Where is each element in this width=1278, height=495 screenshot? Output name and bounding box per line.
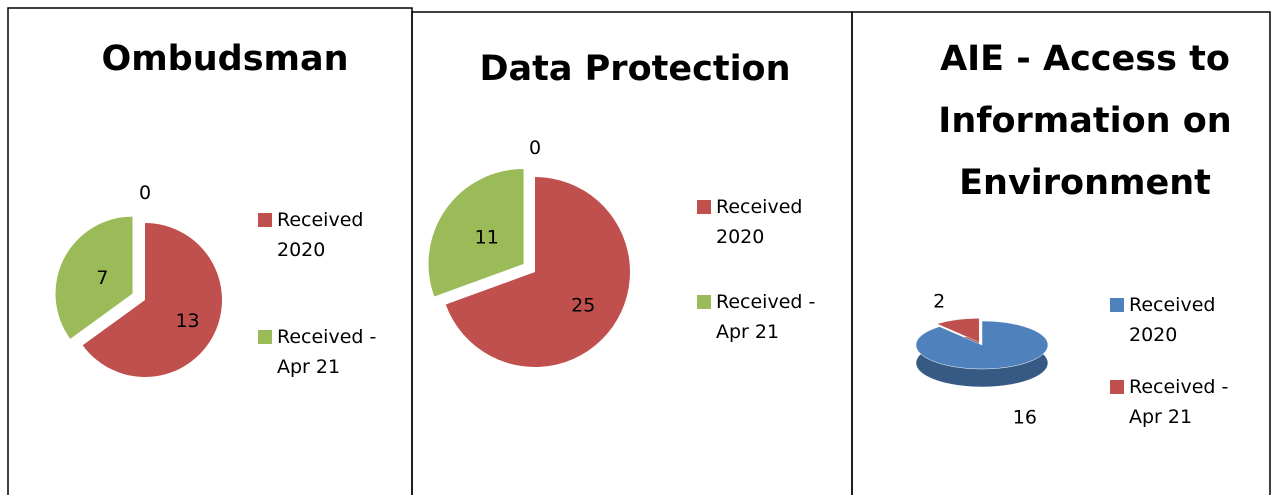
- legend-label: Received 2020: [1129, 294, 1216, 346]
- slice: [936, 318, 980, 343]
- legend-label: Received - Apr 21: [1129, 376, 1229, 428]
- data-label: 2: [933, 291, 945, 313]
- legend-label: Received - Apr 21: [277, 326, 377, 378]
- legend-swatch: [697, 295, 711, 309]
- data-label: 25: [571, 294, 595, 316]
- legend-swatch: [258, 213, 272, 227]
- slice: [428, 168, 524, 297]
- data-label: 0: [529, 137, 541, 159]
- slice: [82, 223, 222, 378]
- chart-title: Ombudsman: [101, 39, 349, 79]
- chart-title: Data Protection: [479, 49, 791, 89]
- legend-label: Received 2020: [277, 209, 364, 261]
- slice: [445, 177, 630, 368]
- data-label: 7: [96, 267, 108, 289]
- data-label: 11: [475, 227, 499, 249]
- legend-swatch: [1110, 298, 1124, 312]
- panel: [851, 11, 1271, 495]
- slice: [55, 216, 133, 339]
- slice: [915, 320, 1049, 370]
- data-label: 0: [139, 182, 151, 204]
- data-label: 16: [1013, 406, 1037, 428]
- data-label: 13: [175, 310, 199, 332]
- legend-swatch: [258, 330, 272, 344]
- legend-label: Received 2020: [716, 196, 803, 248]
- chart-title: AIE - Access to Information on Environme…: [938, 39, 1232, 203]
- legend-swatch: [1110, 380, 1124, 394]
- legend-swatch: [697, 200, 711, 214]
- legend-label: Received - Apr 21: [716, 291, 816, 343]
